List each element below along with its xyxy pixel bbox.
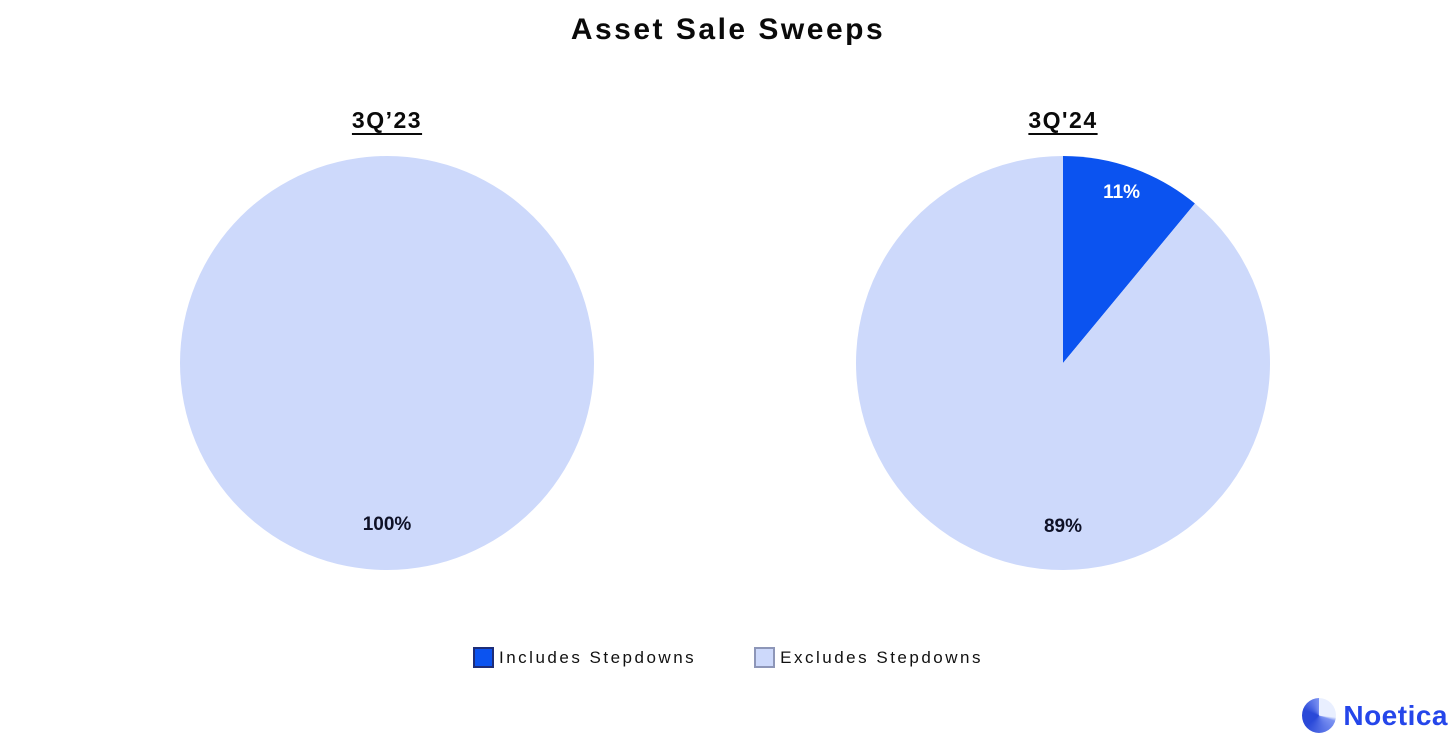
- pie-title-3q23: 3Q’23: [351, 107, 423, 133]
- noetica-pie-icon: [1302, 698, 1337, 733]
- svg-text:89%: 89%: [1044, 516, 1082, 537]
- legend-label-excludes: Excludes Stepdowns: [780, 647, 983, 667]
- svg-text:11%: 11%: [1103, 182, 1140, 203]
- pie-chart-3q23: 100%: [180, 156, 594, 570]
- noetica-logo-text: Noetica: [1343, 699, 1448, 731]
- legend-item-includes-stepdowns: Includes Stepdowns: [473, 647, 696, 668]
- legend-label-includes: Includes Stepdowns: [499, 647, 697, 667]
- legend-item-excludes-stepdowns: Excludes Stepdowns: [754, 647, 983, 668]
- legend-swatch-excludes-icon: [754, 647, 776, 668]
- legend-swatch-includes-icon: [473, 647, 494, 668]
- pie-chart-3q24: 11% 89%: [856, 156, 1271, 570]
- legend: Includes Stepdowns Excludes Stepdowns: [0, 647, 1456, 668]
- noetica-logo: Noetica: [1302, 698, 1448, 733]
- page-title: Asset Sale Sweeps: [570, 13, 886, 46]
- pie-title-3q24: 3Q'24: [1028, 107, 1098, 133]
- svg-text:100%: 100%: [363, 514, 412, 535]
